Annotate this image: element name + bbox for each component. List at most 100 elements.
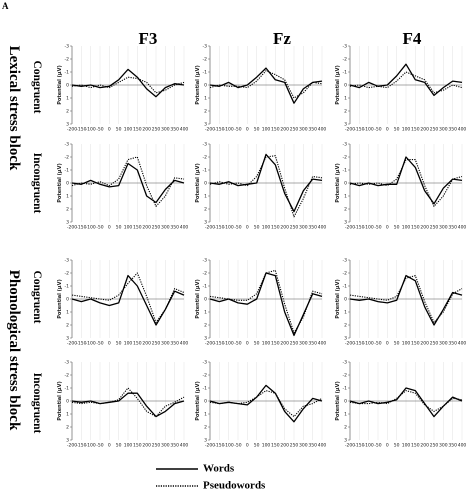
x-tick-label: 0 [108,341,111,347]
x-tick-label: -100 [86,341,96,347]
x-tick-label: 100 [124,341,133,347]
x-tick-label: 300 [299,225,308,231]
x-tick-label: 200 [280,443,289,449]
y-tick-label: 0 [344,297,347,303]
x-tick-label: 150 [133,127,142,133]
x-tick-label: -50 [96,443,103,449]
waveform [349,159,463,207]
x-tick-label: 400 [180,127,189,133]
x-tick-label: 300 [161,225,170,231]
row-label: Congruent [31,270,43,323]
x-tick-label: 100 [402,443,411,449]
y-tick-label: 2 [204,425,207,431]
row-label: Incongruent [31,153,43,214]
y-tick-label: 3 [344,336,347,342]
x-tick-label: -200 [205,443,215,449]
y-axis-label: Potential (μV) [195,381,201,421]
x-tick-label: 250 [290,443,299,449]
x-tick-label: 300 [161,341,170,347]
x-tick-label: 250 [430,225,439,231]
y-tick-label: -2 [343,57,348,63]
x-tick-label: 200 [280,341,289,347]
x-tick-label: 150 [411,341,420,347]
y-tick-label: 2 [66,207,69,213]
x-tick-label: 400 [318,443,327,449]
x-tick-label: 150 [133,225,142,231]
x-tick-label: 350 [170,127,179,133]
x-tick-label: 150 [271,127,280,133]
x-tick-label: -50 [96,127,103,133]
x-tick-label: 50 [254,127,260,133]
y-tick-label: 2 [204,109,207,115]
x-tick-label: 250 [290,341,299,347]
y-tick-label: -1 [343,386,348,392]
y-tick-label: 1 [66,194,69,200]
y-tick-label: 3 [66,122,69,128]
x-tick-label: -50 [234,341,241,347]
x-tick-label: -150 [76,127,86,133]
figure-label: A [2,1,9,11]
x-tick-label: -200 [345,225,355,231]
x-tick-label: 50 [394,225,400,231]
x-tick-label: 150 [133,443,142,449]
x-tick-label: 300 [299,341,308,347]
waveform [349,387,463,418]
x-tick-label: 200 [142,225,151,231]
y-tick-label: 3 [204,220,207,226]
x-tick-label: 50 [116,225,122,231]
y-tick-label: -1 [65,70,70,76]
y-tick-label: -3 [343,258,348,264]
x-tick-label: 400 [318,225,327,231]
x-tick-label: 50 [116,341,122,347]
waveform [349,274,463,326]
x-tick-label: 350 [170,341,179,347]
x-tick-label: -200 [345,341,355,347]
x-tick-label: 0 [246,443,249,449]
y-tick-label: -1 [203,386,208,392]
x-tick-label: -100 [364,127,374,133]
x-tick-label: -200 [67,443,77,449]
legend-label: Words [203,463,235,475]
waveform [71,68,185,98]
y-tick-label: -3 [65,142,70,148]
x-tick-label: -150 [76,341,86,347]
x-tick-label: 0 [246,225,249,231]
waveform [209,155,323,218]
y-tick-label: 2 [66,425,69,431]
y-tick-label: 3 [66,438,69,444]
x-tick-label: 250 [152,341,161,347]
row-label: Congruent [31,60,43,113]
x-tick-label: 200 [280,225,289,231]
y-tick-label: -2 [65,373,70,379]
y-tick-label: 3 [204,438,207,444]
x-tick-label: -100 [224,341,234,347]
x-tick-label: 350 [308,127,317,133]
y-tick-label: 0 [66,181,69,187]
x-tick-label: 150 [411,225,420,231]
waveform [71,162,185,204]
y-tick-label: -2 [203,373,208,379]
x-tick-label: -200 [345,443,355,449]
legend-label: Pseudowords [203,480,266,492]
y-tick-label: 1 [344,96,347,102]
x-tick-label: 50 [394,443,400,449]
y-axis-label: Potential (μV) [195,65,201,105]
x-tick-label: 0 [246,341,249,347]
column-header: Fz [273,29,291,48]
y-tick-label: -1 [203,284,208,290]
x-tick-label: -150 [214,225,224,231]
x-tick-label: 350 [448,225,457,231]
x-tick-label: -50 [96,341,103,347]
x-tick-label: 150 [411,443,420,449]
x-tick-label: 200 [420,341,429,347]
y-tick-label: 2 [66,109,69,115]
x-tick-label: 300 [439,341,448,347]
x-tick-label: -150 [76,443,86,449]
x-tick-label: 200 [420,443,429,449]
y-axis-label: Potential (μV) [57,65,63,105]
y-tick-label: -2 [203,57,208,63]
x-tick-label: -100 [86,127,96,133]
x-tick-label: 50 [394,127,400,133]
y-tick-label: 1 [204,310,207,316]
waveform [71,272,185,323]
